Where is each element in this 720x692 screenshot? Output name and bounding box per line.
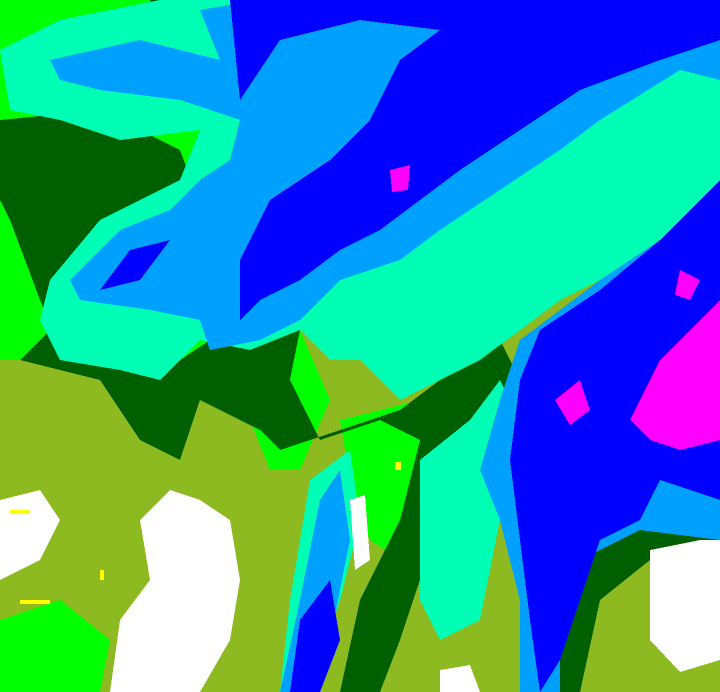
blue-region xyxy=(230,0,720,320)
blue-region-west xyxy=(100,240,170,290)
blue-region-east xyxy=(510,180,720,692)
yellow-speck xyxy=(395,462,401,470)
lime-region-left xyxy=(0,600,110,692)
white-region xyxy=(110,490,240,692)
magenta-region-small2 xyxy=(555,380,590,425)
magenta-region xyxy=(630,300,720,450)
white-region-mid xyxy=(350,495,370,570)
blue-region-sw xyxy=(290,580,340,692)
white-region-right xyxy=(650,540,720,672)
yellow-speck xyxy=(20,600,50,604)
magenta-region-small xyxy=(675,270,700,300)
yellow-speck xyxy=(10,510,30,514)
magenta-region-small3 xyxy=(390,165,410,192)
light-blue-region-sw xyxy=(280,470,350,692)
white-region-bottom xyxy=(440,665,480,692)
yellow-speck xyxy=(100,570,104,580)
